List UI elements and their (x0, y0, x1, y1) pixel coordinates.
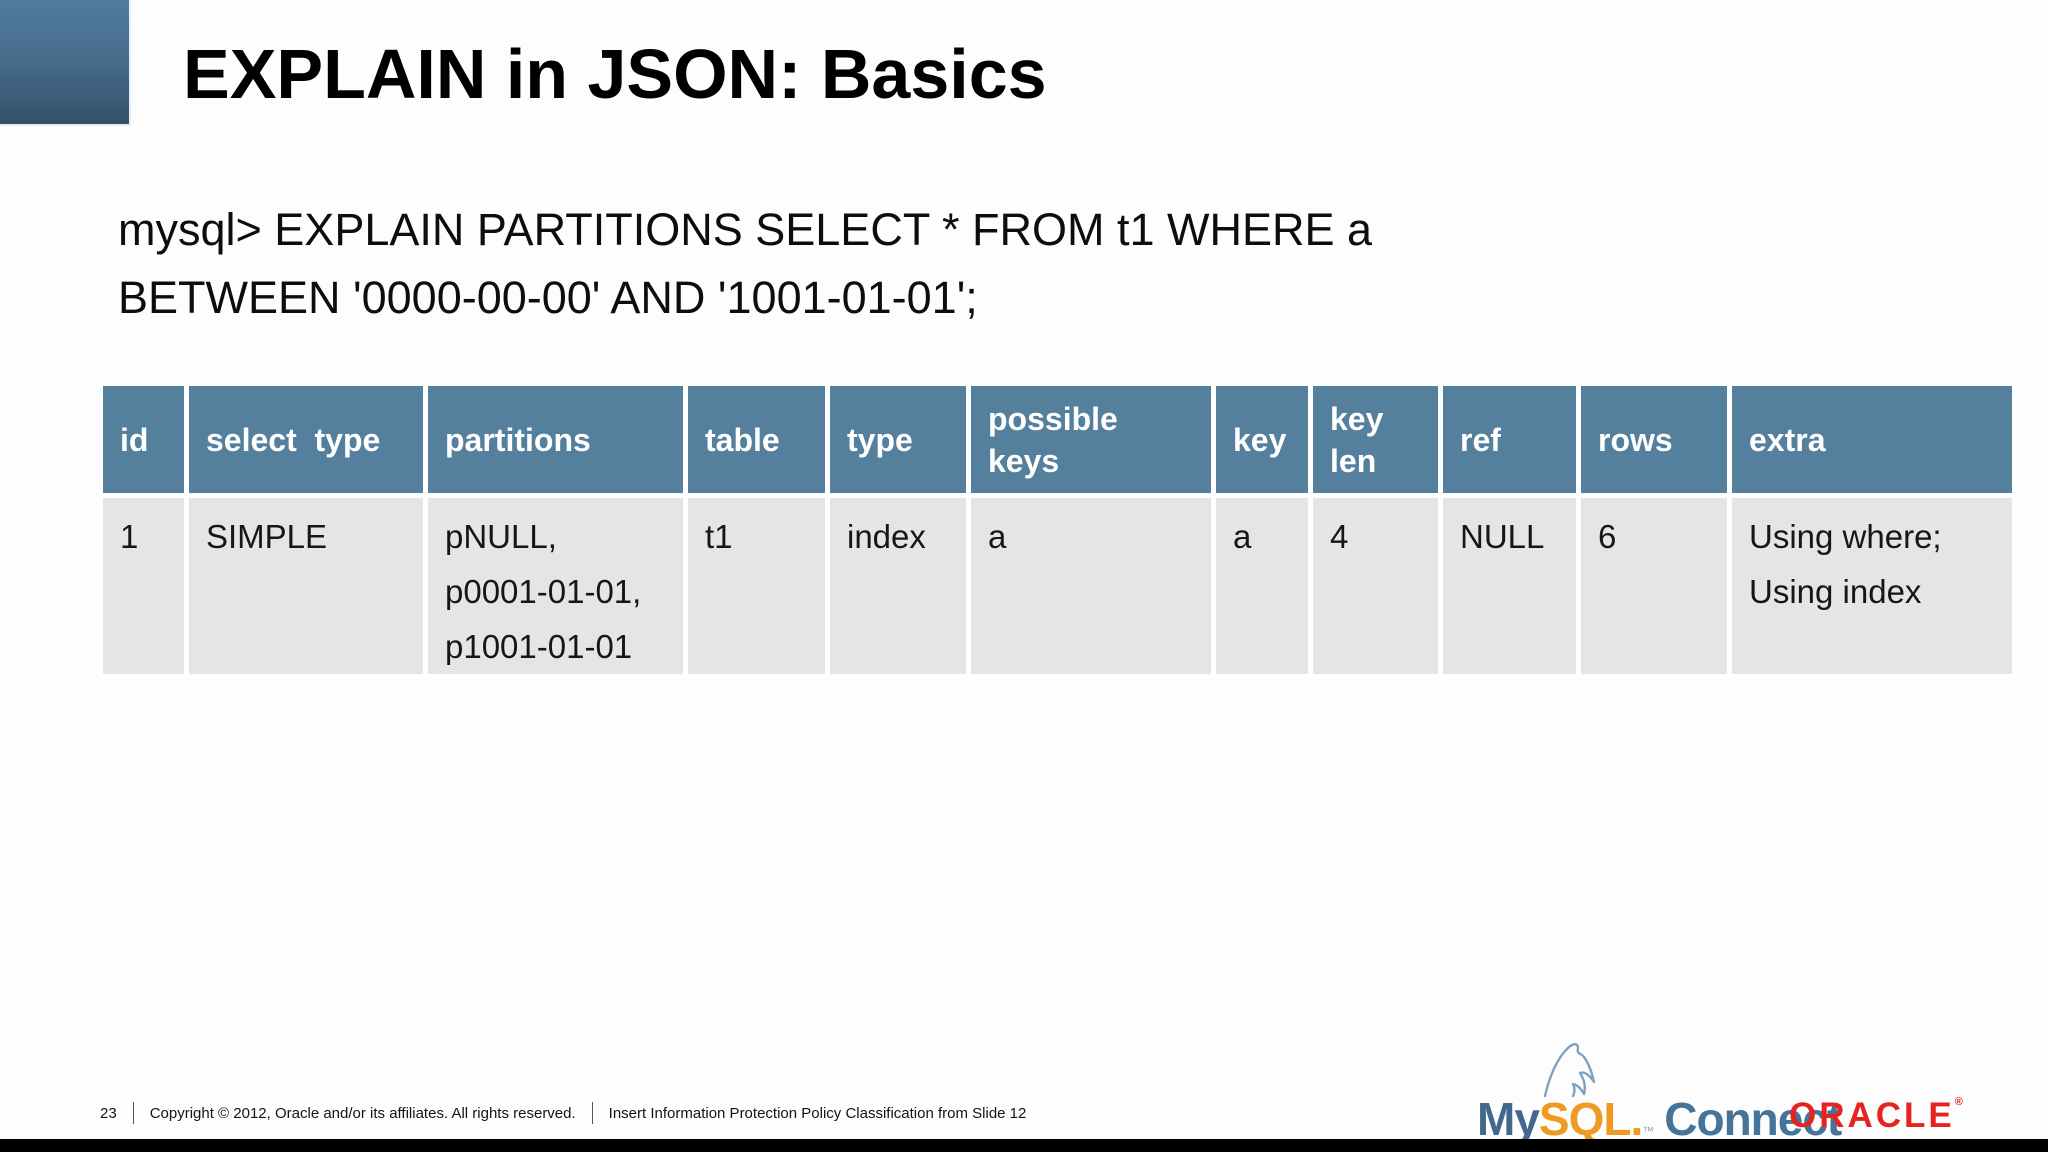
cell-id: 1 (98, 493, 189, 679)
cell-possible-keys: a (966, 493, 1216, 679)
slide-title: EXPLAIN in JSON: Basics (183, 35, 1047, 113)
explain-results-table: id select type partitions table type pos… (98, 381, 2017, 679)
classification-text: Insert Information Protection Policy Cla… (608, 1104, 1027, 1122)
footer-divider (591, 1102, 593, 1124)
mysql-logo-connect: Connect (1664, 1093, 1842, 1145)
sql-query-line-2: BETWEEN '0000-00-00' AND '1001-01-01'; (118, 272, 978, 323)
mysql-logo-dot: . (1630, 1093, 1643, 1145)
oracle-registered-mark: ® (1954, 1096, 1963, 1108)
column-header-key-len: key len (1308, 381, 1443, 498)
column-header-rows: rows (1576, 381, 1732, 498)
cell-table: t1 (683, 493, 830, 679)
mysql-connect-logo: MySQL.™ Connect (1477, 1040, 1842, 1145)
cell-rows: 6 (1576, 493, 1732, 679)
cell-type: index (825, 493, 971, 679)
sql-query-text: mysql> EXPLAIN PARTITIONS SELECT * FROM … (118, 196, 1372, 332)
mysql-connect-wordmark: MySQL.™ Connect (1477, 1092, 1842, 1146)
mysql-logo-my: My (1477, 1093, 1540, 1145)
slide-footer: 23 Copyright © 2012, Oracle and/or its a… (100, 1102, 1026, 1124)
cell-ref: NULL (1438, 493, 1581, 679)
column-header-select-type: select type (184, 381, 428, 498)
oracle-logo: ORACLE® (1789, 1096, 1963, 1136)
column-header-extra: extra (1727, 381, 2017, 498)
slide-number: 23 (100, 1104, 117, 1122)
cell-extra: Using where; Using index (1727, 493, 2017, 679)
mysql-logo-sql: SQL (1538, 1093, 1632, 1145)
cell-partitions: pNULL, p0001-01-01, p1001-01-01 (423, 493, 688, 679)
mysql-dolphin-icon (1543, 1043, 1596, 1098)
column-header-id: id (98, 381, 189, 498)
column-header-possible-keys: possible keys (966, 381, 1216, 498)
copyright-text: Copyright © 2012, Oracle and/or its affi… (149, 1104, 576, 1122)
cell-select-type: SIMPLE (184, 493, 428, 679)
sql-query-line-1: mysql> EXPLAIN PARTITIONS SELECT * FROM … (118, 204, 1373, 255)
table-header-row: id select type partitions table type pos… (98, 381, 2017, 498)
column-header-type: type (825, 381, 971, 498)
footer-divider (132, 1102, 134, 1124)
cell-key-len: 4 (1308, 493, 1443, 679)
bottom-black-bar (0, 1139, 2048, 1152)
column-header-ref: ref (1438, 381, 1581, 498)
column-header-table: table (683, 381, 830, 498)
column-header-partitions: partitions (423, 381, 688, 498)
cell-key: a (1211, 493, 1313, 679)
table-row: 1 SIMPLE pNULL, p0001-01-01, p1001-01-01… (98, 493, 2017, 679)
column-header-key: key (1211, 381, 1313, 498)
oracle-wordmark: ORACLE (1789, 1096, 1955, 1135)
corner-accent-square (0, 0, 131, 126)
mysql-logo-tm: ™ (1642, 1124, 1655, 1138)
